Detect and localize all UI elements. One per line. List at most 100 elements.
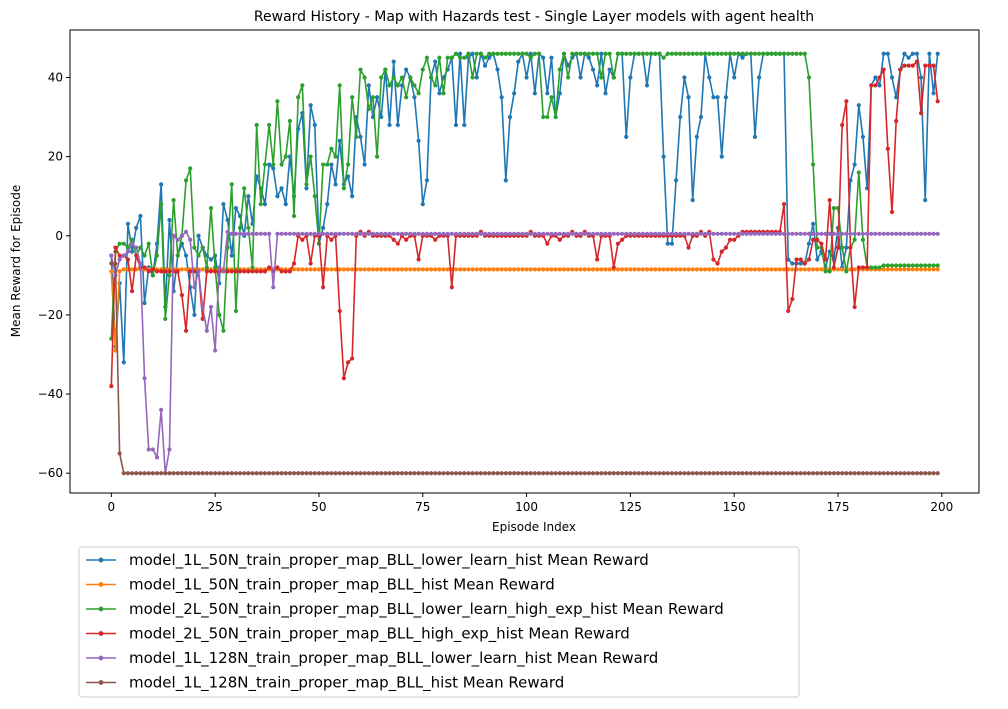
- data-point: [495, 231, 500, 236]
- data-point: [819, 231, 824, 236]
- data-point: [167, 447, 172, 452]
- data-point: [387, 471, 392, 476]
- data-point: [640, 231, 645, 236]
- data-point: [615, 231, 621, 236]
- data-point: [603, 231, 608, 236]
- data-point: [740, 231, 745, 236]
- data-point: [316, 471, 322, 476]
- data-point: [848, 231, 853, 236]
- data-point: [192, 245, 197, 250]
- data-point: [790, 51, 795, 56]
- data-point: [445, 55, 450, 60]
- data-point: [673, 178, 679, 183]
- data-point: [159, 182, 164, 187]
- data-point: [258, 202, 263, 207]
- data-point: [852, 304, 857, 310]
- data-point: [250, 269, 255, 274]
- data-point: [262, 202, 268, 207]
- data-point: [574, 51, 579, 56]
- data-point: [819, 471, 824, 476]
- data-point: [541, 231, 546, 236]
- data-point: [790, 231, 795, 236]
- data-point: [781, 471, 787, 476]
- data-point: [404, 95, 409, 100]
- data-point: [632, 471, 637, 476]
- data-point: [628, 51, 633, 56]
- data-point: [341, 471, 346, 476]
- data-point: [470, 267, 475, 272]
- data-point: [374, 471, 380, 476]
- data-point: [566, 63, 571, 68]
- data-point: [881, 231, 886, 236]
- data-point: [624, 231, 629, 236]
- data-point: [549, 95, 554, 100]
- data-point: [927, 263, 932, 268]
- data-point: [487, 51, 492, 56]
- data-point: [599, 75, 604, 80]
- data-point: [171, 198, 176, 203]
- data-point: [146, 471, 151, 476]
- data-point: [844, 471, 849, 476]
- data-point: [898, 67, 903, 72]
- data-point: [719, 231, 724, 236]
- data-point: [296, 231, 301, 236]
- data-point: [545, 241, 550, 246]
- data-point: [374, 231, 380, 236]
- data-point: [923, 471, 928, 476]
- data-point: [254, 269, 259, 274]
- data-point: [844, 245, 849, 250]
- data-point: [690, 471, 695, 476]
- data-point: [503, 231, 508, 236]
- data-point: [516, 51, 521, 56]
- data-point: [553, 471, 558, 476]
- data-point: [516, 59, 521, 64]
- data-point: [732, 231, 737, 236]
- data-point: [179, 233, 185, 238]
- data-point: [703, 51, 708, 56]
- data-point: [923, 263, 928, 268]
- data-point: [910, 51, 915, 56]
- data-point: [379, 471, 384, 476]
- data-point: [478, 231, 483, 236]
- data-point: [329, 162, 334, 167]
- data-point: [748, 51, 753, 56]
- data-point: [889, 231, 895, 236]
- data-point: [208, 269, 214, 274]
- legend-label: model_1L_50N_train_proper_map_BLL_lower_…: [129, 551, 649, 570]
- data-point: [840, 231, 845, 236]
- data-point: [445, 267, 450, 272]
- data-point: [894, 471, 899, 476]
- data-point: [619, 231, 625, 236]
- data-point: [283, 154, 288, 159]
- series-5: [109, 229, 940, 476]
- data-point: [354, 231, 359, 236]
- data-point: [474, 471, 479, 476]
- data-point: [578, 267, 583, 272]
- data-point: [595, 267, 600, 272]
- data-point: [246, 225, 251, 230]
- data-point: [213, 348, 218, 353]
- data-point: [931, 263, 936, 268]
- data-point: [578, 471, 583, 476]
- data-point: [221, 202, 226, 207]
- data-point: [727, 231, 733, 236]
- data-point: [117, 253, 122, 258]
- data-point: [487, 267, 492, 272]
- data-point: [790, 267, 795, 272]
- series-6: [109, 261, 940, 476]
- data-point: [557, 91, 562, 96]
- data-point: [694, 51, 699, 56]
- data-point: [370, 267, 376, 272]
- data-point: [707, 231, 712, 236]
- data-point: [902, 231, 907, 236]
- data-point: [383, 67, 388, 72]
- data-point: [512, 91, 517, 96]
- data-point: [233, 308, 238, 314]
- data-point: [524, 231, 529, 236]
- data-point: [516, 231, 521, 236]
- data-point: [237, 225, 243, 230]
- data-point: [312, 267, 317, 272]
- y-tick-label: 40: [48, 70, 63, 84]
- data-point: [146, 269, 151, 274]
- data-point: [142, 300, 147, 306]
